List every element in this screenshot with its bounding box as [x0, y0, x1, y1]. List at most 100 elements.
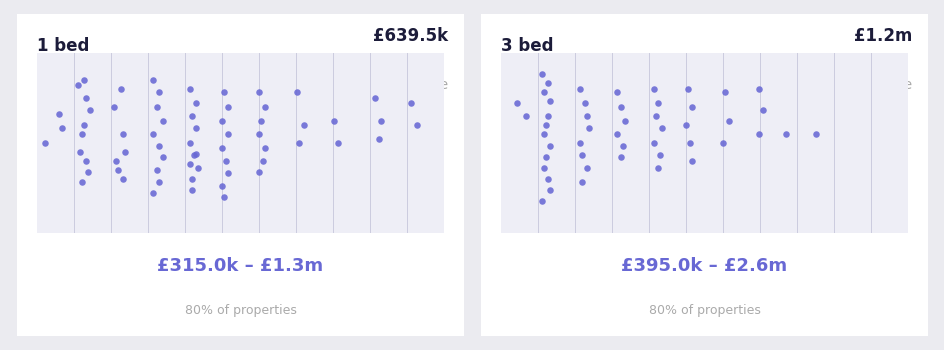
- Point: [82, 107, 97, 113]
- Point: [54, 126, 69, 131]
- Point: [113, 86, 128, 91]
- Point: [572, 86, 587, 91]
- Point: [326, 118, 341, 124]
- Point: [214, 183, 229, 189]
- Point: [540, 113, 555, 119]
- Point: [574, 153, 589, 158]
- Point: [255, 158, 270, 164]
- Point: [581, 126, 596, 131]
- Point: [149, 104, 164, 110]
- Point: [184, 176, 199, 182]
- Point: [182, 86, 197, 91]
- Text: 80% of properties: 80% of properties: [648, 304, 760, 317]
- Point: [572, 140, 587, 146]
- Point: [542, 99, 557, 104]
- Point: [253, 118, 268, 124]
- Point: [292, 140, 307, 146]
- Point: [373, 118, 388, 124]
- Point: [535, 165, 550, 171]
- Point: [145, 190, 160, 196]
- Point: [107, 104, 122, 110]
- Point: [533, 198, 548, 203]
- Point: [156, 154, 171, 160]
- Point: [78, 95, 93, 100]
- Point: [646, 86, 661, 91]
- Point: [80, 169, 95, 174]
- Point: [216, 194, 231, 200]
- Point: [808, 131, 823, 136]
- Point: [720, 118, 735, 124]
- Text: £1.2m: £1.2m: [853, 27, 911, 45]
- Point: [403, 100, 418, 106]
- Point: [533, 71, 548, 77]
- Point: [216, 90, 231, 95]
- Point: [188, 151, 203, 156]
- Point: [52, 111, 67, 117]
- Point: [367, 95, 382, 100]
- Point: [609, 90, 624, 95]
- Point: [613, 104, 628, 110]
- Point: [221, 104, 236, 110]
- Point: [251, 131, 266, 136]
- Text: £639.5k: £639.5k: [373, 27, 447, 45]
- Point: [115, 131, 130, 136]
- Point: [109, 158, 124, 164]
- Point: [535, 90, 550, 95]
- Point: [290, 90, 305, 95]
- Point: [540, 80, 555, 86]
- Point: [151, 180, 166, 185]
- Point: [680, 86, 695, 91]
- Point: [715, 140, 730, 146]
- Point: [542, 144, 557, 149]
- Point: [149, 167, 164, 173]
- Text: average: average: [391, 78, 447, 92]
- Point: [295, 122, 311, 127]
- Point: [72, 149, 87, 155]
- Text: £395.0k – £2.6m: £395.0k – £2.6m: [621, 257, 786, 275]
- Point: [188, 126, 203, 131]
- Point: [609, 131, 624, 136]
- Point: [646, 140, 661, 146]
- Text: 80% of properties: 80% of properties: [184, 304, 296, 317]
- Point: [649, 100, 665, 106]
- Point: [110, 167, 126, 173]
- Point: [251, 90, 266, 95]
- Point: [755, 107, 770, 113]
- Point: [751, 86, 767, 91]
- Point: [188, 100, 203, 106]
- Text: 1 bed: 1 bed: [37, 36, 90, 55]
- Point: [653, 126, 668, 131]
- Point: [70, 82, 85, 88]
- Point: [184, 113, 199, 119]
- Point: [257, 104, 272, 110]
- Point: [410, 122, 425, 127]
- Point: [145, 131, 160, 136]
- Point: [510, 100, 525, 106]
- Point: [151, 90, 166, 95]
- Point: [574, 180, 589, 185]
- Point: [38, 140, 53, 146]
- Point: [330, 140, 346, 146]
- Point: [678, 122, 693, 127]
- Point: [190, 165, 205, 171]
- Point: [682, 140, 697, 146]
- Point: [579, 113, 594, 119]
- Point: [182, 162, 197, 167]
- Point: [251, 169, 266, 174]
- Point: [538, 122, 553, 127]
- Point: [221, 131, 236, 136]
- Point: [542, 187, 557, 192]
- Point: [214, 118, 229, 124]
- Point: [218, 158, 233, 164]
- Point: [78, 158, 93, 164]
- Point: [75, 180, 90, 185]
- Text: 3 bed: 3 bed: [500, 36, 553, 55]
- Point: [778, 131, 793, 136]
- Point: [535, 131, 550, 136]
- Point: [613, 154, 628, 160]
- Point: [76, 77, 92, 83]
- Point: [182, 140, 197, 146]
- Point: [75, 131, 90, 136]
- Point: [615, 144, 630, 149]
- Point: [76, 122, 92, 127]
